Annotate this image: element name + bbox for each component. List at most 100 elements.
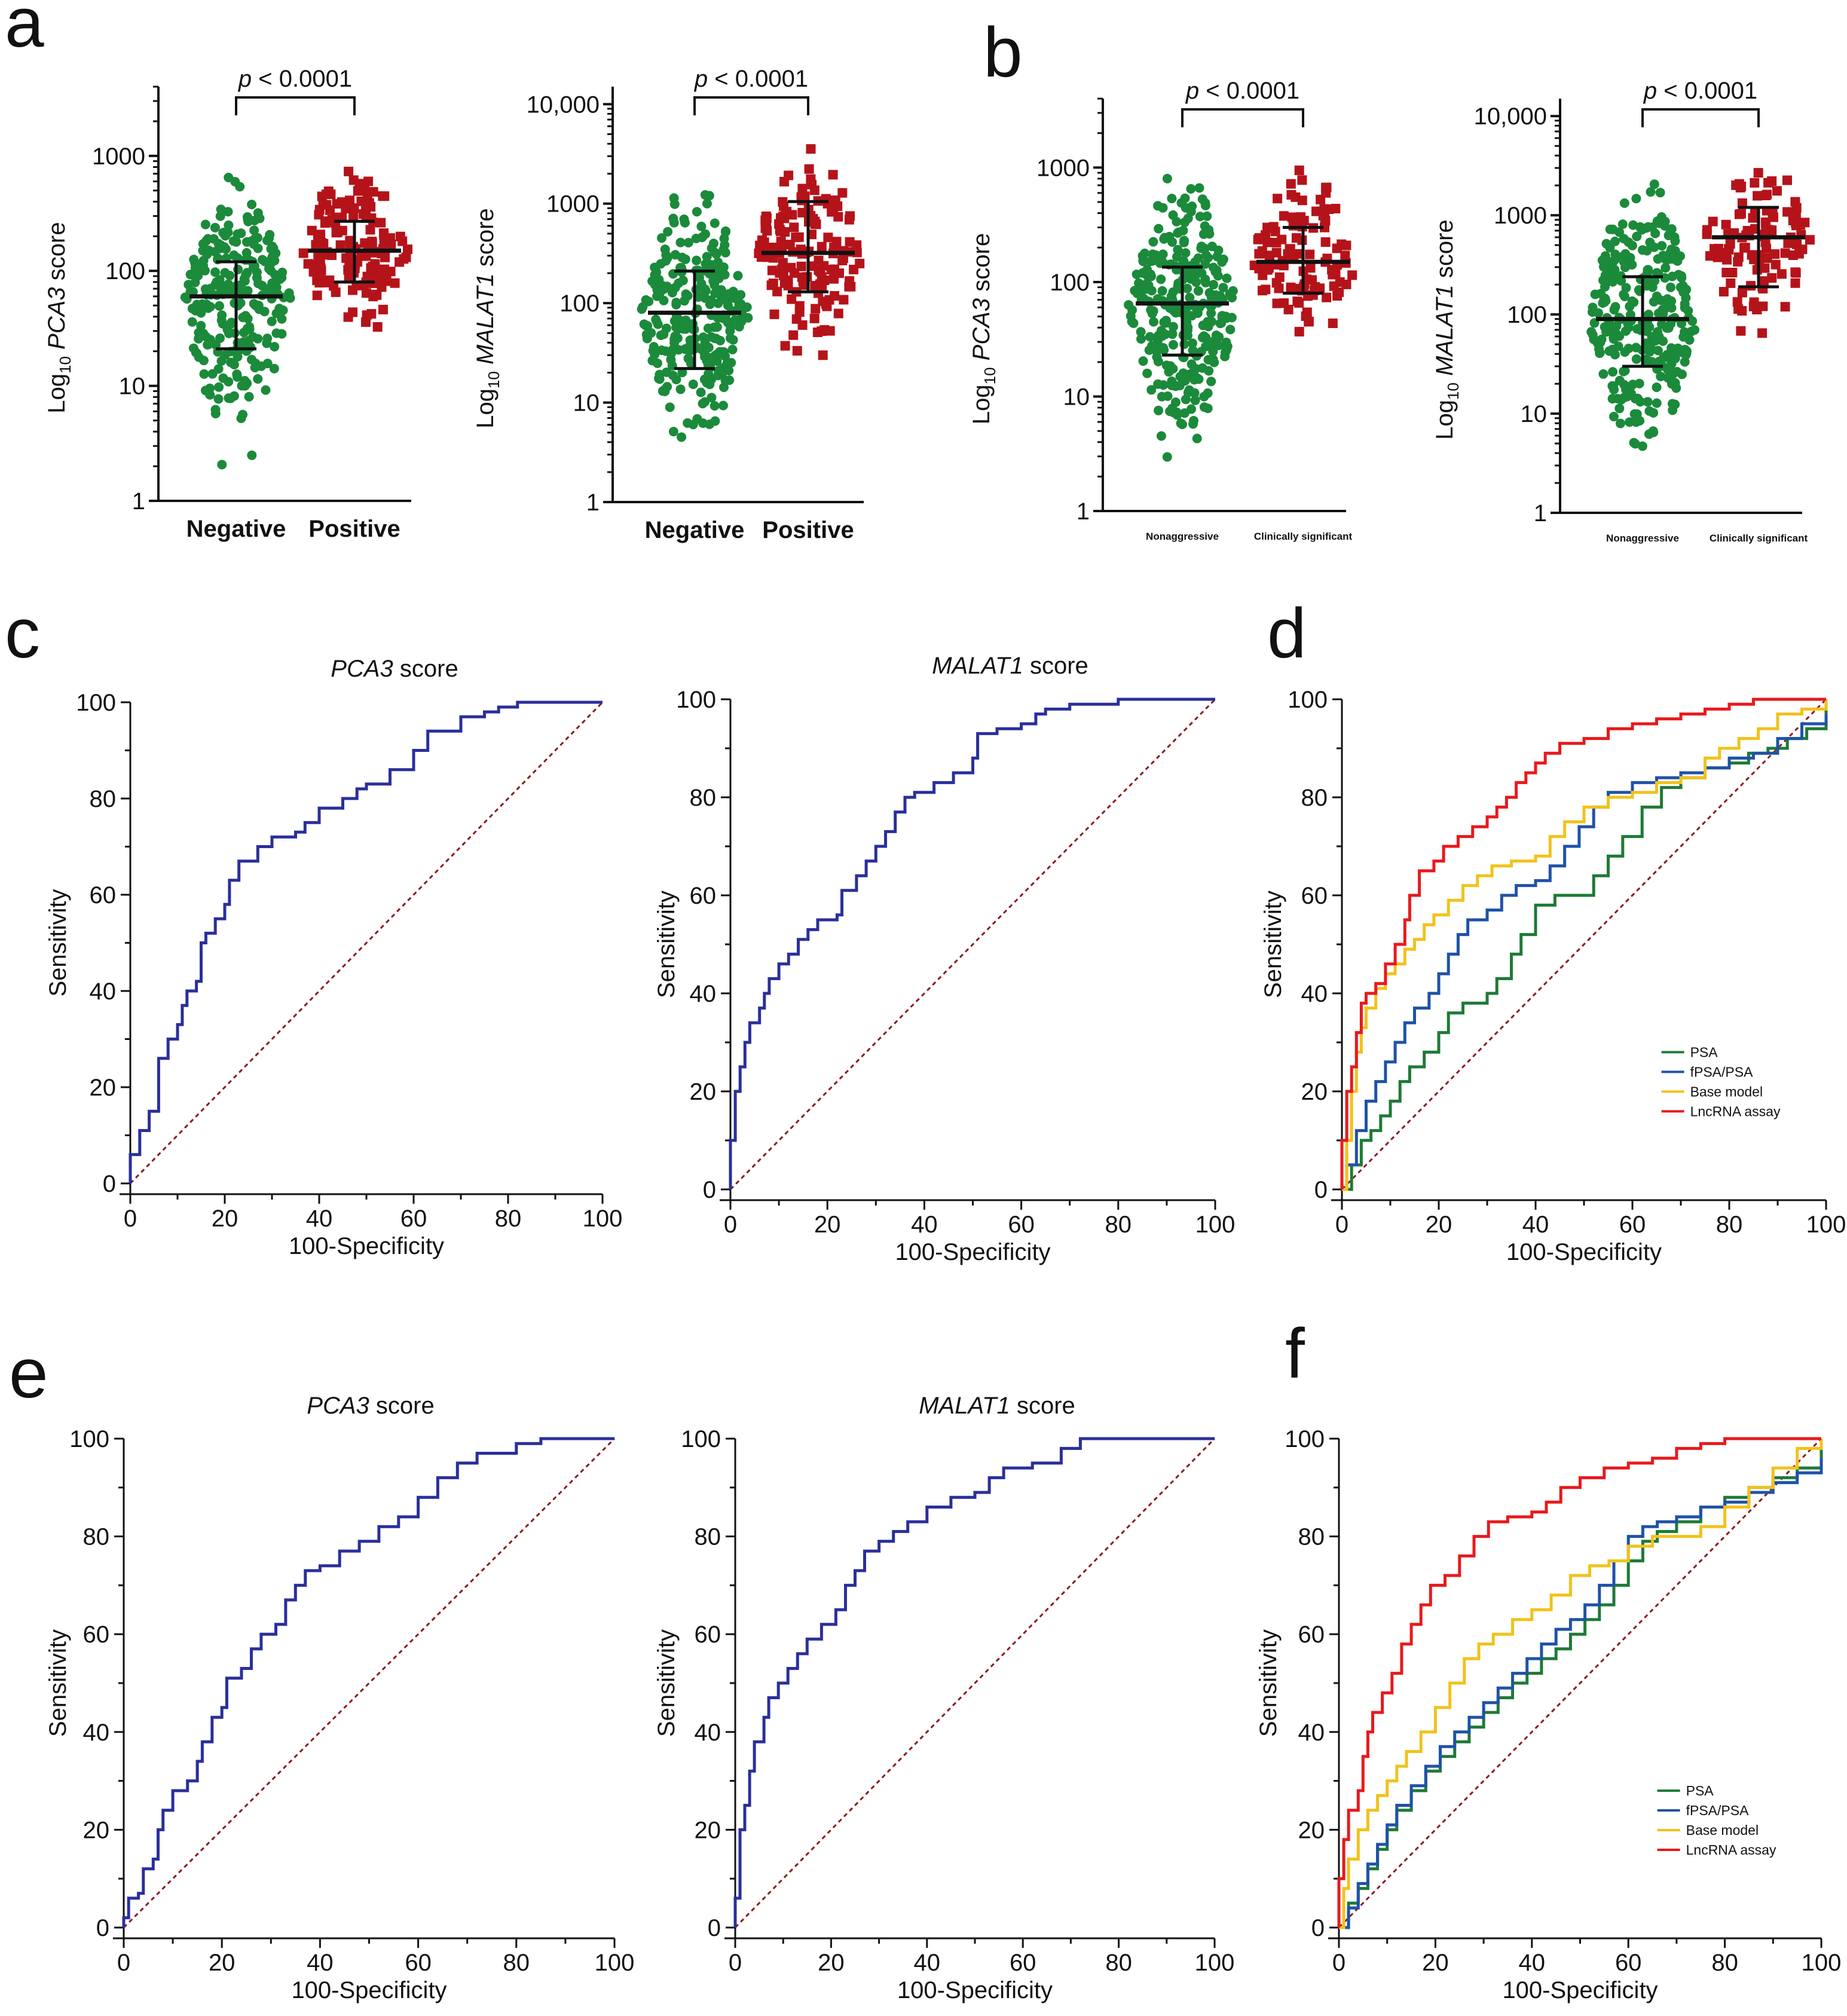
roc-curve-lncrna-assay xyxy=(1340,698,1826,1189)
y-tick-label: 40 xyxy=(83,1720,110,1746)
data-point-nonaggressive xyxy=(1619,234,1629,244)
data-point-positive xyxy=(845,211,855,221)
data-point-negative xyxy=(674,324,684,334)
y-axis-title-log: Log xyxy=(44,374,70,414)
data-point-clinically-significant xyxy=(1757,328,1768,338)
data-point-negative xyxy=(227,317,237,328)
data-point-nonaggressive xyxy=(1158,249,1168,259)
panel-letter-e: e xyxy=(9,1334,48,1413)
data-point-nonaggressive xyxy=(1609,305,1619,315)
data-point-nonaggressive xyxy=(1636,325,1646,335)
legend-label: LncRNA assay xyxy=(1690,1103,1781,1119)
data-point-positive xyxy=(397,236,408,246)
category-label: Negative xyxy=(186,516,286,542)
data-point-clinically-significant xyxy=(1287,212,1297,222)
data-point-nonaggressive xyxy=(1621,385,1631,394)
data-point-clinically-significant xyxy=(1760,263,1770,273)
data-point-nonaggressive xyxy=(1607,323,1617,333)
data-point-negative xyxy=(240,381,250,391)
data-point-clinically-significant xyxy=(1310,282,1320,292)
x-tick-label: 80 xyxy=(1711,1950,1738,1976)
data-point-positive xyxy=(787,294,797,304)
data-point-nonaggressive xyxy=(1635,397,1646,407)
data-point-negative xyxy=(710,334,720,344)
category-label: Nonaggressive xyxy=(1146,531,1219,542)
data-point-positive xyxy=(754,248,764,258)
data-point-nonaggressive xyxy=(1192,433,1202,443)
data-point-negative xyxy=(235,182,245,192)
data-point-nonaggressive xyxy=(1179,235,1189,246)
y-tick-label: 1 xyxy=(132,488,145,515)
data-point-negative xyxy=(278,305,288,316)
data-point-nonaggressive xyxy=(1158,380,1169,390)
data-point-negative xyxy=(270,283,280,292)
data-point-negative xyxy=(696,344,706,354)
data-point-negative xyxy=(210,247,220,257)
data-point-negative xyxy=(675,384,686,394)
data-point-clinically-significant xyxy=(1791,211,1801,221)
y-tick-label: 100 xyxy=(1288,687,1328,713)
data-point-nonaggressive xyxy=(1653,345,1663,356)
y-tick-label: 80 xyxy=(695,1524,721,1550)
y-axis-title-space xyxy=(44,350,70,356)
data-point-nonaggressive xyxy=(1220,351,1230,362)
data-point-nonaggressive xyxy=(1642,246,1652,256)
data-point-nonaggressive xyxy=(1136,334,1146,344)
panel-letter-f: f xyxy=(1285,1314,1305,1393)
data-point-nonaggressive xyxy=(1600,322,1610,332)
data-point-clinically-significant xyxy=(1320,222,1329,233)
y-tick-label: 40 xyxy=(690,981,717,1007)
data-point-positive xyxy=(331,287,341,297)
data-point-positive xyxy=(354,179,365,189)
chart-c-malat1-roc: 0 20 40 60 80 100 0 20 40 60 80 100 Sensitivity 100-S… xyxy=(653,653,1235,1265)
x-tick-label: 40 xyxy=(1522,1212,1549,1238)
data-point-nonaggressive xyxy=(1206,292,1216,302)
data-point-negative xyxy=(705,299,715,310)
y-tick-label: 10 xyxy=(1521,401,1548,427)
data-point-positive xyxy=(323,277,332,287)
data-point-negative xyxy=(688,380,698,389)
data-point-negative xyxy=(253,243,263,253)
data-point-clinically-significant xyxy=(1763,178,1773,188)
data-point-clinically-significant xyxy=(1753,191,1763,201)
y-tick-label: 20 xyxy=(83,1817,110,1843)
data-point-clinically-significant xyxy=(1305,249,1315,259)
data-point-negative xyxy=(233,351,243,362)
data-point-negative xyxy=(247,200,257,210)
data-point-negative xyxy=(698,399,708,409)
data-point-nonaggressive xyxy=(1607,381,1617,391)
data-point-positive xyxy=(401,252,411,262)
data-point-nonaggressive xyxy=(1628,220,1638,230)
category-label: Clinically significant xyxy=(1254,531,1353,542)
data-point-positive xyxy=(303,259,313,269)
data-point-positive xyxy=(298,248,308,258)
data-point-positive xyxy=(379,230,389,240)
data-point-nonaggressive xyxy=(1662,350,1672,360)
data-point-nonaggressive xyxy=(1153,201,1163,211)
data-point-nonaggressive xyxy=(1124,300,1134,310)
data-point-negative xyxy=(253,334,263,344)
data-point-negative xyxy=(262,359,273,369)
data-point-negative xyxy=(188,287,198,297)
data-point-nonaggressive xyxy=(1607,344,1617,354)
data-point-negative xyxy=(224,377,234,387)
data-point-negative xyxy=(255,213,265,224)
data-point-clinically-significant xyxy=(1305,263,1316,273)
y-tick-label: 60 xyxy=(690,883,717,909)
data-point-negative xyxy=(219,242,230,252)
data-point-nonaggressive xyxy=(1652,383,1662,392)
data-point-negative xyxy=(683,238,693,247)
x-tick-label: 60 xyxy=(1619,1212,1646,1238)
data-point-positive xyxy=(372,322,383,332)
data-point-clinically-significant xyxy=(1718,287,1729,296)
significance-bracket xyxy=(693,96,809,115)
data-point-clinically-significant xyxy=(1736,326,1746,336)
data-point-negative xyxy=(707,393,717,403)
x-tick-label: 80 xyxy=(495,1206,522,1232)
data-point-clinically-significant xyxy=(1733,304,1744,314)
data-point-nonaggressive xyxy=(1609,412,1619,421)
data-point-clinically-significant xyxy=(1721,248,1732,258)
x-tick-label: 20 xyxy=(1426,1212,1452,1238)
data-point-negative xyxy=(243,286,253,296)
